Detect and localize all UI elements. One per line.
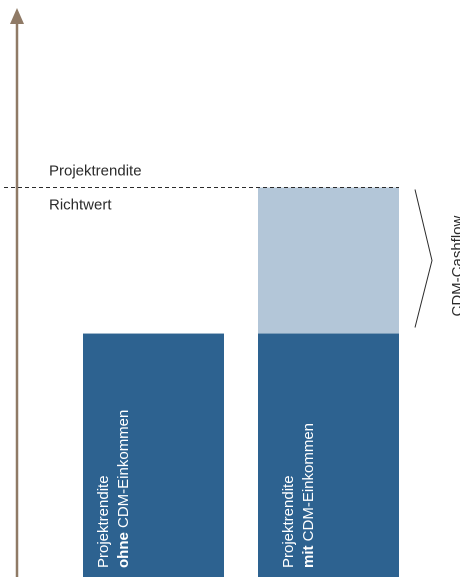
reference-label-above: Projektrendite <box>49 162 142 179</box>
bar-ohne-label-line1: Projektrendite <box>95 475 112 568</box>
reference-label-below: Richtwert <box>49 196 112 213</box>
y-axis-arrowhead <box>10 8 24 24</box>
bar-mit-label-rest: CDM-Einkommen <box>300 423 317 546</box>
bar-mit-cdm-base <box>258 333 399 577</box>
bar-ohne-label-rest: CDM-Einkommen <box>115 410 132 533</box>
bar-ohne-cdm <box>83 333 224 577</box>
bar-mit-label-line1: Projektrendite <box>280 475 297 568</box>
cdm-cashflow-label: CDM-Cashflow <box>449 216 460 317</box>
bar-mit-label-line2: mit CDM-Einkommen <box>300 423 317 568</box>
cdm-cashflow-brace <box>414 189 433 328</box>
bar-mit-label-bold: mit <box>300 545 317 568</box>
bar-ohne-cdm-label: Projektrendite ohne CDM-Einkommen <box>95 410 132 568</box>
bar-ohne-label-line2: ohne CDM-Einkommen <box>115 410 132 568</box>
bar-mit-cdm-label: Projektrendite mit CDM-Einkommen <box>280 423 317 568</box>
bar-mit-cdm-addon <box>258 187 399 334</box>
bar-ohne-label-bold: ohne <box>115 532 132 568</box>
